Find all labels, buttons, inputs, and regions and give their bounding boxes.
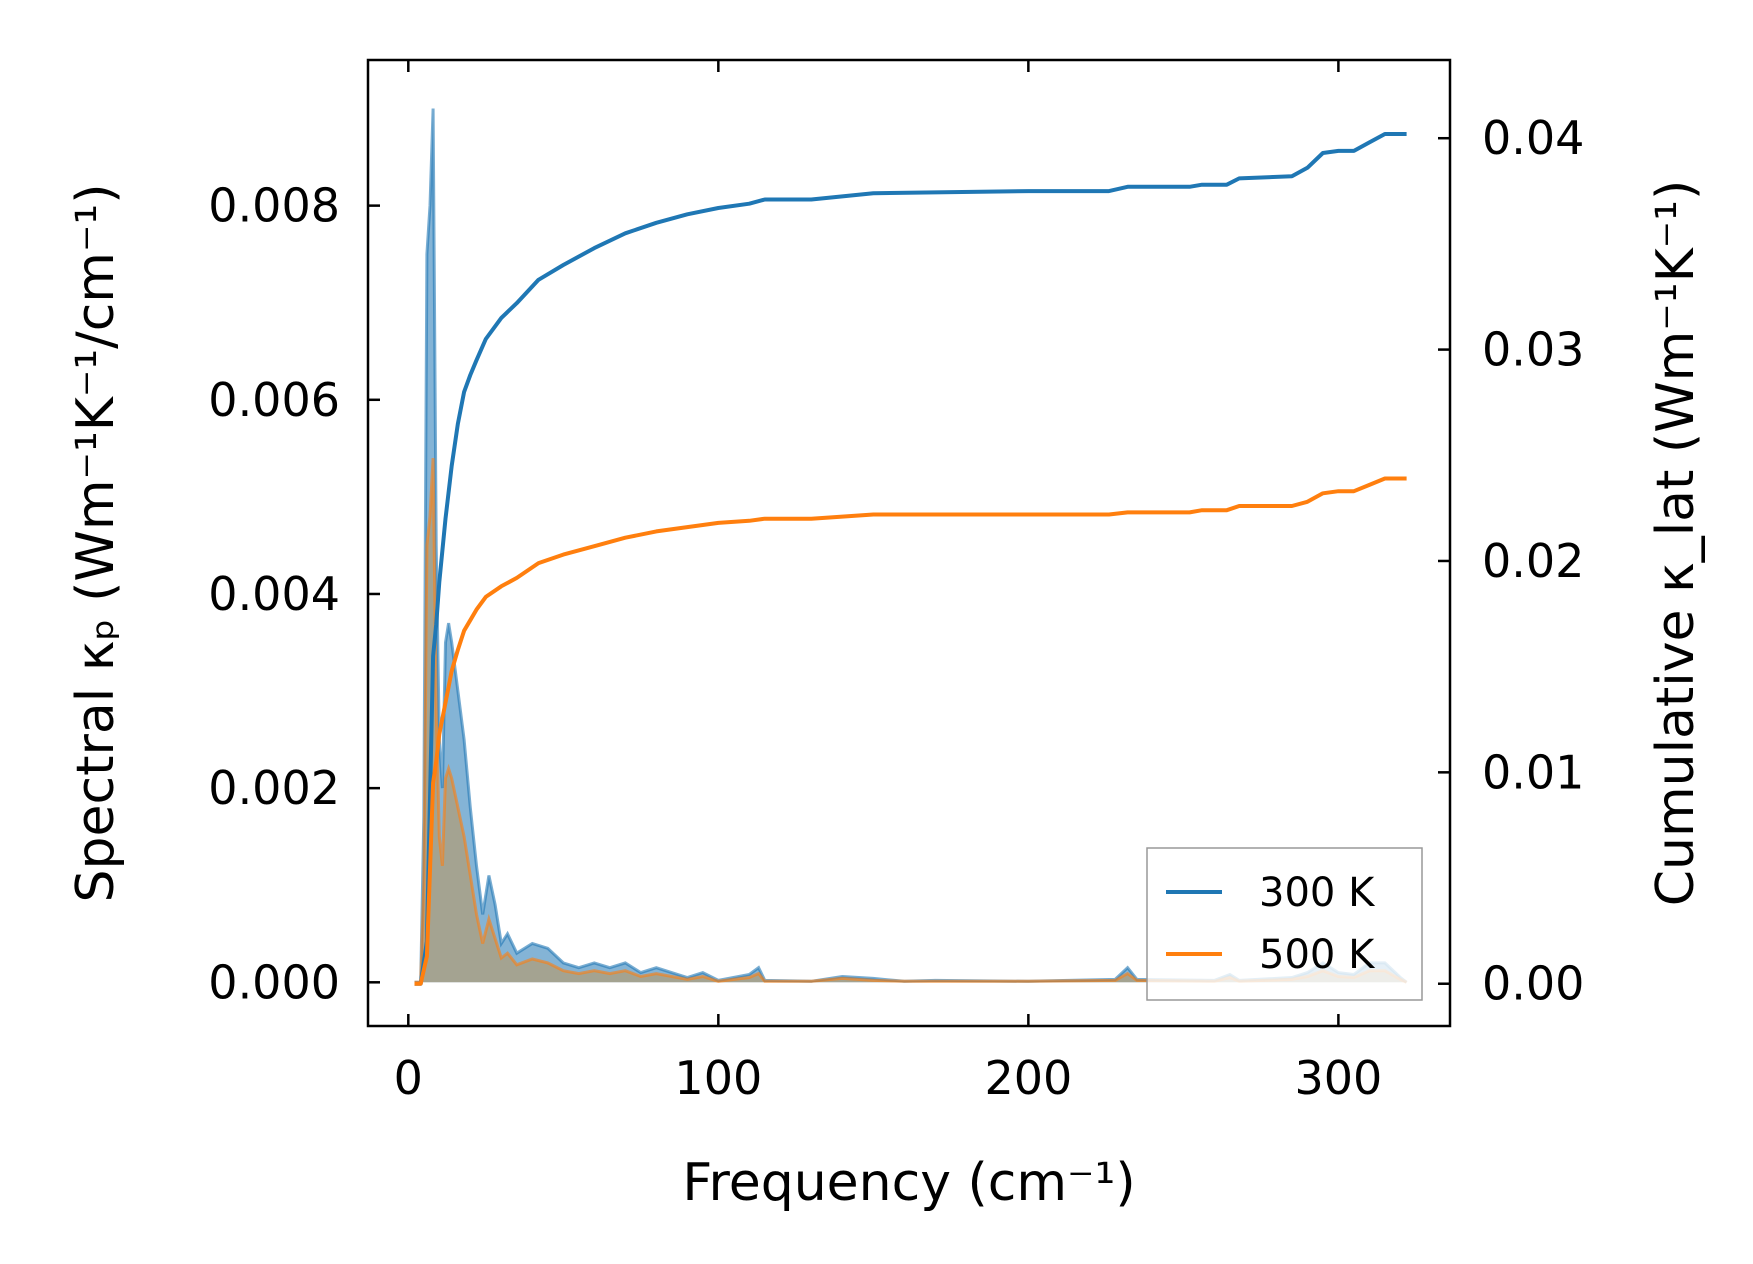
x-tick-label: 100: [674, 1051, 762, 1105]
legend-label-300k: 300 K: [1259, 870, 1376, 916]
cumulative-line-500k: [414, 476, 1407, 986]
legend-box: [1146, 847, 1423, 1001]
cumulative-line-300k: [414, 132, 1407, 986]
left-y-tick-label: 0.000: [208, 955, 340, 1009]
left-y-tick-label: 0.004: [208, 567, 340, 621]
legend-label-500k: 500 K: [1259, 932, 1376, 978]
left-y-tick-label: 0.008: [208, 179, 340, 233]
left-y-tick-label: 0.002: [208, 761, 340, 815]
left-y-axis-label: Spectral κₚ (Wm⁻¹K⁻¹/cm⁻¹): [66, 183, 126, 902]
right-y-axis-label: Cumulative κ_lat (Wm⁻¹K⁻¹): [1646, 180, 1706, 907]
x-tick-label: 300: [1294, 1051, 1382, 1105]
right-y-tick-label: 0.02: [1482, 534, 1584, 588]
right-y-tick-label: 0.03: [1482, 323, 1584, 377]
plot-frame: [366, 58, 1452, 1028]
x-axis-label: Frequency (cm⁻¹): [682, 1153, 1135, 1213]
right-y-tick-label: 0.01: [1482, 745, 1584, 799]
left-y-axis-ticks: 0.000 0.002 0.004 0.006 0.008: [208, 179, 380, 1009]
cumulative-line-layer: [414, 132, 1407, 986]
legend: 300 K 500 K: [1146, 847, 1423, 1001]
right-y-tick-label: 0.04: [1482, 111, 1584, 165]
x-tick-label: 200: [984, 1051, 1072, 1105]
right-y-tick-label: 0.00: [1482, 957, 1584, 1011]
right-y-axis-ticks: 0.00 0.01 0.02 0.03 0.04: [1438, 111, 1584, 1011]
x-axis-ticks: 0 100 200 300: [394, 60, 1382, 1105]
x-tick-label: 0: [394, 1051, 423, 1105]
left-y-tick-label: 0.006: [208, 373, 340, 427]
